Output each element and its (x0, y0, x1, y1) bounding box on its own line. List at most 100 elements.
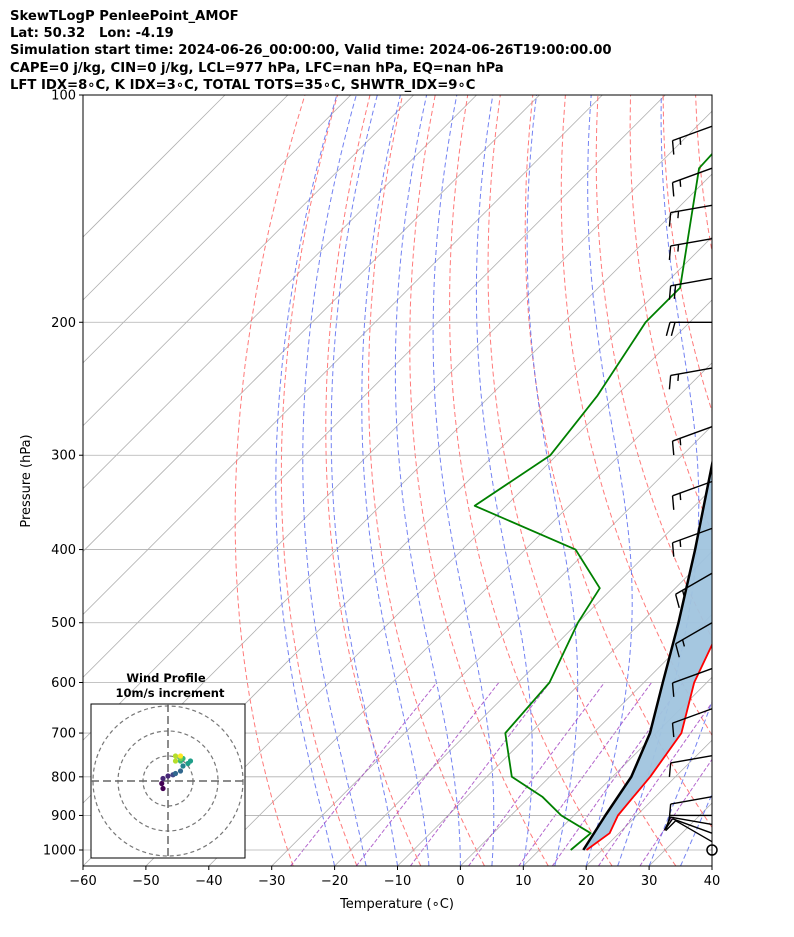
hodograph-point (172, 753, 179, 759)
wind-barb-shaft (672, 667, 713, 684)
moist-adiabats (275, 95, 712, 866)
y-tick-label: 1000 (43, 844, 76, 859)
y-tick-label: 500 (51, 616, 76, 631)
isotherm-line (208, 362, 712, 866)
wind-barb-flag (665, 820, 677, 832)
dry-adiabat-line (280, 95, 358, 866)
wind-barb-shaft (670, 754, 713, 764)
wind-barb-half-flag (677, 373, 680, 382)
wind-barb-flag (671, 441, 675, 456)
wind-barb-flag (671, 182, 675, 197)
y-tick-label: 800 (51, 770, 76, 785)
cape-cin-area (583, 464, 712, 850)
isotherm-line (460, 613, 712, 866)
axis-ticks: −60 −50 −40 −30 −20 −10 0 10 20 30 40 100 200 300 400 5… (43, 89, 720, 890)
x-tick-label: 30 (641, 874, 658, 889)
location-line: Lat: 50.32 Lon: -4.19 (10, 26, 174, 42)
moist-adiabat-line (617, 95, 700, 866)
isotherm-line (397, 550, 712, 866)
wind-barb-shaft (670, 204, 713, 214)
dry-adiabat-line (662, 95, 712, 413)
isotherm-line (83, 95, 540, 553)
dry-adiabat-line (524, 95, 712, 829)
hodograph-point (165, 773, 171, 779)
wind-barb-half-flag (679, 493, 682, 501)
dewpoint-profile-line (473, 152, 712, 851)
moist-adiabat-line (302, 95, 367, 866)
wind-barb-half-flag (677, 244, 680, 252)
wind-barb-half-flag (679, 179, 682, 187)
y-tick-label: 700 (51, 727, 76, 742)
isotherm-line (83, 95, 477, 490)
hodograph-point (187, 758, 194, 764)
wind-barb-shaft (672, 167, 713, 184)
wind-barb-shaft (672, 708, 713, 724)
wind-barb-half-flag (679, 438, 682, 446)
y-tick-label: 200 (51, 316, 76, 331)
moist-adiabat-line (680, 792, 712, 866)
indices-line: CAPE=0 j/kg, CIN=0 j/kg, LCL=977 hPa, LF… (10, 60, 504, 76)
hodograph-point (160, 775, 166, 782)
isotherm-line (271, 425, 712, 866)
wind-barb-shaft (670, 796, 713, 805)
x-tick-label: −40 (195, 874, 222, 889)
wind-barb-flag (674, 643, 680, 658)
moist-adiabat-line (394, 95, 461, 866)
wind-barb-half-flag (679, 137, 682, 145)
wind-barb-flag (668, 762, 672, 777)
mixing-ratio-line (290, 682, 438, 866)
dry-adiabat-line (761, 95, 794, 866)
x-tick-label: 40 (704, 874, 721, 889)
hodograph-point (160, 785, 166, 792)
y-tick-label: 600 (51, 676, 76, 691)
wind-barb-shaft (672, 527, 713, 544)
wind-barb-flag (670, 322, 676, 336)
x-axis-label: Temperature (∘C) (339, 897, 454, 912)
wind-barb-shaft (675, 820, 713, 843)
isotherm-line (83, 95, 289, 301)
profiles (473, 152, 712, 851)
hodograph-point (177, 753, 184, 759)
wind-barbs (663, 125, 718, 856)
wind-barb-shaft (672, 426, 713, 442)
dry-adiabat-line (234, 95, 306, 866)
mixing-ratio-line (409, 682, 551, 866)
wind-barb-flag (671, 495, 675, 510)
wind-barb-flag (671, 140, 675, 155)
cape-shading (583, 464, 712, 850)
temperature-profile-line (585, 642, 712, 851)
wind-barb-flag (665, 322, 671, 336)
dry-adiabat-line (325, 95, 422, 866)
wind-barb-shaft (675, 572, 713, 595)
wind-barb-flag (674, 594, 680, 608)
x-tick-label: −10 (384, 874, 411, 889)
mixing-ratio-line (355, 682, 500, 866)
isotherm-line (145, 299, 712, 866)
hodograph-point (180, 763, 186, 769)
inset-title: Wind Profile (126, 671, 206, 685)
indices-line-2: LFT IDX=8∘C, K IDX=3∘C, TOTAL TOTS=35∘C,… (10, 77, 476, 93)
wind-barb-flag (671, 723, 675, 738)
y-tick-label: 100 (51, 89, 76, 104)
title-line: SkewTLogP PenleePoint_AMOF (10, 9, 239, 24)
wind-barb-half-flag (679, 539, 682, 548)
wind-barb-shaft (672, 125, 713, 142)
dry-adiabat-line (728, 95, 794, 866)
moist-adiabat-line (330, 95, 398, 866)
moist-adiabat-line (711, 864, 712, 866)
y-axis-label: Pressure (hPa) (19, 434, 34, 527)
isotherm-line (334, 488, 712, 866)
dry-adiabat-line (487, 95, 677, 866)
inset-subtitle: 10m/s increment (116, 686, 225, 700)
isotherm-line (83, 95, 414, 427)
parcel-profile-line (582, 458, 712, 851)
wind-barb-shaft (670, 816, 713, 826)
isotherm-line (83, 110, 712, 741)
hodograph-inset: Wind Profile 10m/s increment (90, 671, 246, 859)
isotherm-line (648, 802, 712, 866)
x-tick-label: 0 (456, 874, 464, 889)
wind-barb-flag (668, 375, 672, 390)
hodograph-point (172, 758, 179, 764)
moist-adiabat-line (475, 95, 533, 866)
